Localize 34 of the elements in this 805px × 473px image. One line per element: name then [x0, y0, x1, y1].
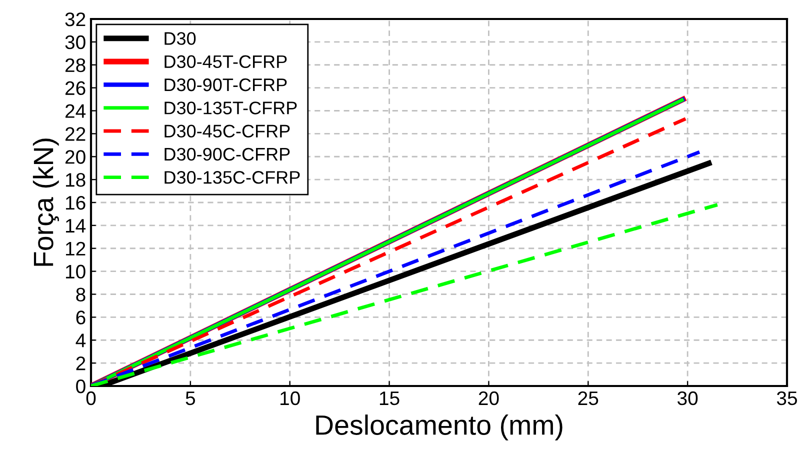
x-tick-label: 0: [86, 391, 96, 406]
y-tick-label: 12: [66, 242, 86, 256]
y-tick-label: 26: [65, 81, 86, 96]
x-tick-label: 25: [578, 391, 598, 406]
x-tick-label: 10: [280, 391, 300, 406]
x-tick-label: 30: [678, 391, 698, 406]
y-tick-label: 8: [76, 288, 86, 302]
legend-label: D30-45C-CFRP: [164, 124, 290, 138]
legend-label: D30-90C-CFRP: [164, 148, 290, 161]
y-tick-label: 14: [66, 219, 86, 232]
y-tick-label: 20: [65, 150, 86, 164]
legend-label: D30-135C-CFRP: [164, 171, 300, 184]
y-tick-label: 2: [76, 356, 86, 370]
y-tick-label: 16: [66, 196, 86, 210]
x-tick-label: 15: [380, 392, 400, 406]
x-axis-title: Deslocamento (mm): [316, 414, 562, 440]
legend-label: D30: [164, 32, 196, 45]
legend-label: D30-135T-CFRP: [164, 102, 297, 114]
y-tick-label: 32: [65, 12, 86, 26]
y-tick-label: 6: [76, 310, 86, 324]
x-tick-label: 5: [186, 392, 196, 406]
y-axis-title: Força (kN): [32, 138, 59, 266]
legend-label: D30-90T-CFRP: [164, 78, 287, 92]
y-tick-label: 10: [66, 264, 86, 279]
y-tick-label: 30: [65, 35, 86, 50]
y-tick-label: 22: [65, 127, 86, 141]
x-tick-label: 20: [478, 391, 499, 406]
y-tick-label: 24: [65, 104, 86, 118]
y-tick-label: 0: [76, 379, 86, 394]
y-tick-label: 18: [66, 173, 86, 187]
legend-label: D30-45T-CFRP: [164, 55, 287, 68]
y-tick-label: 4: [76, 334, 86, 348]
y-tick-label: 28: [65, 58, 86, 72]
x-tick-label: 35: [776, 391, 797, 406]
